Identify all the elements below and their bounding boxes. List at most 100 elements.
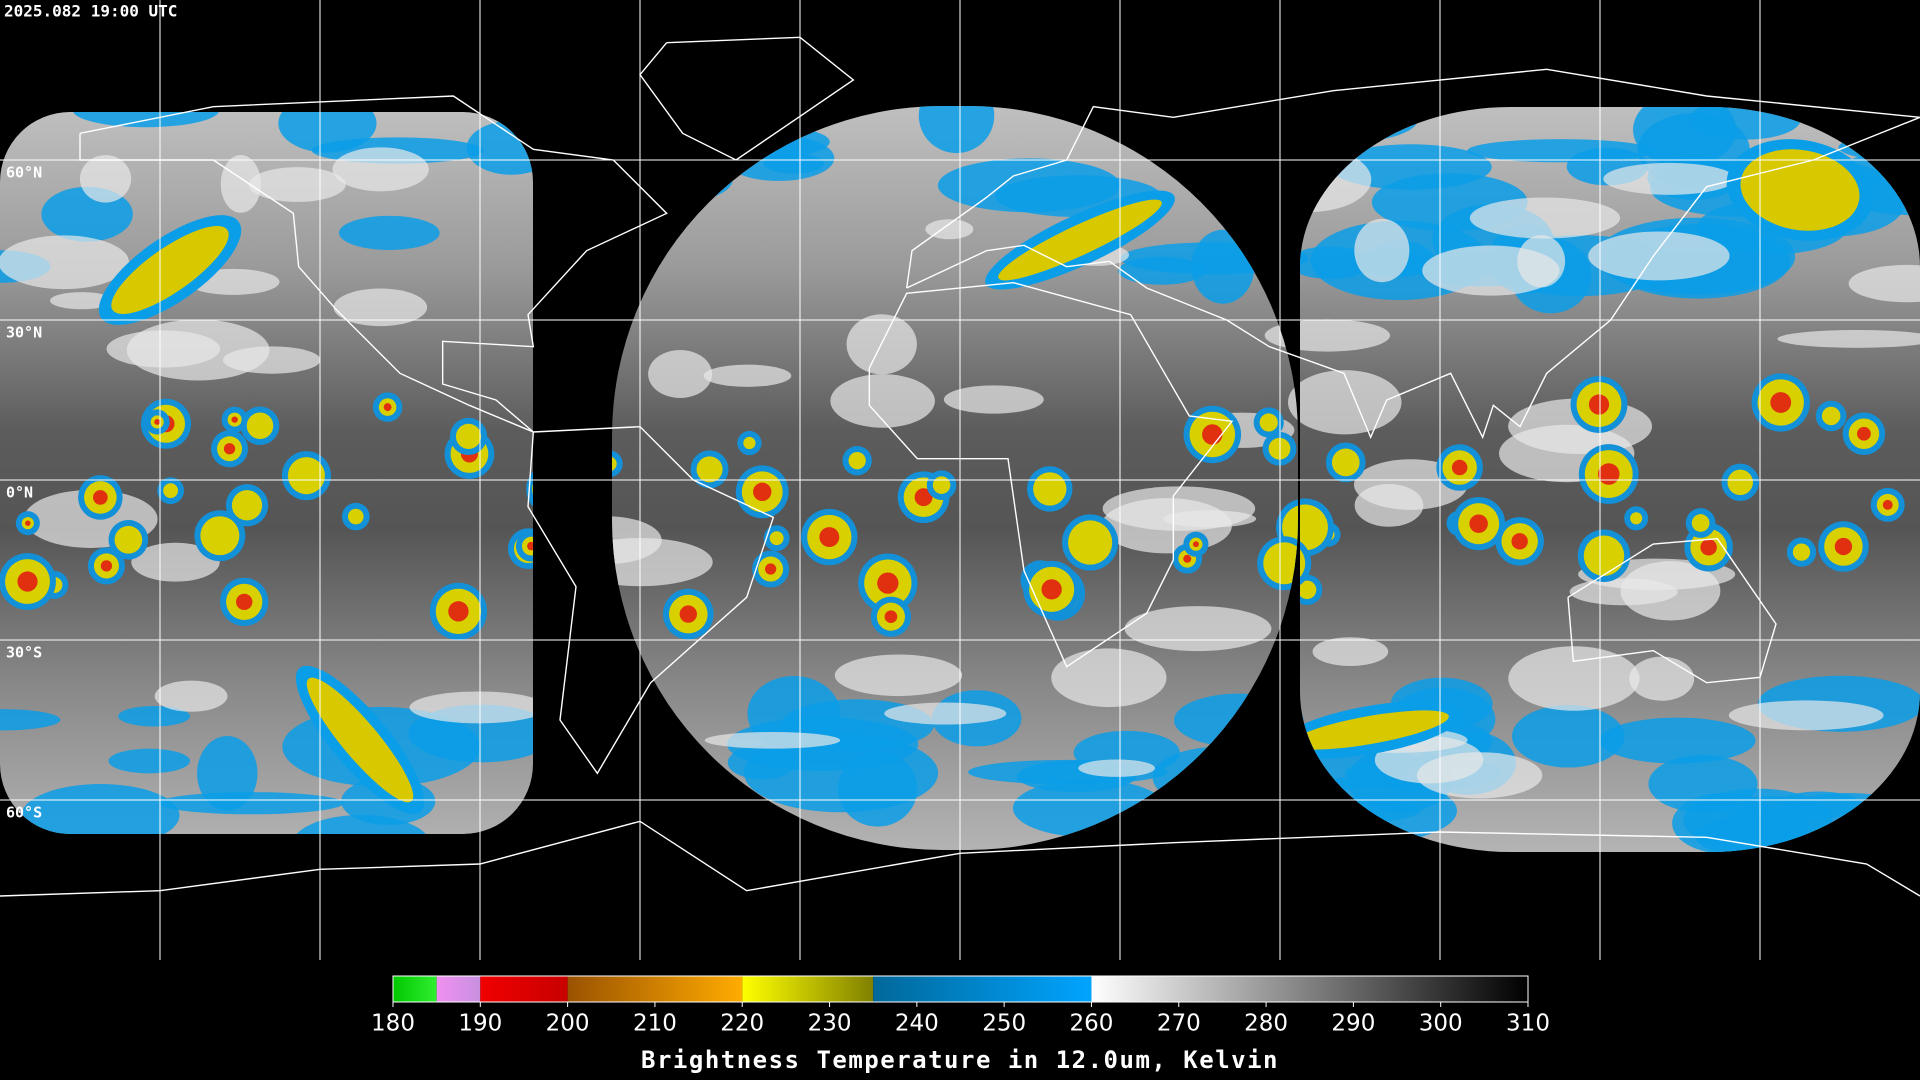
coastline	[905, 68, 1920, 440]
convection-core	[679, 605, 697, 623]
cloud-white	[1163, 510, 1257, 528]
graticule: 60°N 30°N 0°N 30°S 60°S	[0, 0, 1920, 960]
convection-yellow	[1033, 472, 1067, 506]
convection-yellow	[1583, 535, 1625, 576]
convection-yellow	[743, 436, 756, 450]
convection-yellow	[246, 412, 274, 440]
convection-yellow	[114, 525, 143, 554]
latitude-label: 60°S	[6, 804, 42, 822]
cloud-white	[648, 350, 713, 399]
cloud-cold	[1288, 246, 1373, 279]
cloud-cold	[338, 215, 440, 250]
cloud-cold	[937, 158, 1120, 213]
cloud-cold	[1633, 106, 1737, 168]
colorbar-segment	[567, 976, 743, 1002]
colorbar-tick-label: 200	[546, 1011, 590, 1037]
cloud-cold	[744, 733, 939, 813]
cloud-cold	[158, 792, 344, 815]
latitude-label: 30°N	[6, 324, 42, 342]
cloud-white	[1603, 162, 1736, 195]
convection-core	[100, 560, 113, 572]
convection-core	[1469, 514, 1488, 533]
convection-yellow	[848, 451, 866, 470]
colorbar: 180 190 200 210 220 230 240 250 260 270 280 290 300 3…	[371, 975, 1550, 1037]
convection-core	[236, 593, 253, 611]
cloud-white	[409, 691, 548, 724]
convection-core	[877, 572, 899, 594]
cloud-cold	[197, 735, 258, 811]
colorbar-tick-label: 220	[720, 1011, 764, 1037]
cloud-white	[333, 288, 428, 327]
cloud-white	[49, 292, 114, 310]
cloud-cold	[918, 106, 995, 154]
coastline	[0, 820, 1920, 897]
convection-yellow	[1068, 520, 1113, 565]
cloud-white	[1728, 700, 1884, 731]
cloud-white	[79, 155, 132, 203]
cloud-white	[943, 385, 1044, 414]
cloud-white	[106, 330, 221, 368]
colorbar-tick-label: 290	[1331, 1011, 1375, 1037]
colorbar-tick-label: 240	[895, 1011, 939, 1037]
convection-yellow	[347, 508, 364, 525]
convection-core	[1700, 539, 1717, 556]
front-yellow	[306, 677, 414, 803]
cloud-white	[1469, 197, 1621, 239]
cloud-cold	[763, 153, 825, 174]
convection-core	[223, 443, 236, 455]
latitude-label: 60°N	[6, 164, 42, 182]
convection-yellow	[1331, 448, 1360, 477]
colorbar-frame	[392, 975, 1529, 1003]
cloud-cold	[1599, 717, 1756, 764]
colorbar-segment	[480, 976, 568, 1002]
timestamp: 2025.082 19:00 UTC	[4, 2, 177, 21]
convection-yellow	[1630, 512, 1643, 525]
convection-yellow	[1259, 413, 1278, 432]
cloud-white	[1287, 370, 1402, 435]
coastline	[79, 95, 668, 433]
front-yellow	[998, 199, 1162, 281]
cloud-white	[1422, 245, 1560, 296]
cloud-cold	[0, 709, 61, 731]
cloud-white	[834, 654, 963, 697]
convection-core	[17, 571, 38, 592]
colorbar-tick-label: 180	[371, 1011, 415, 1037]
convection-core	[753, 482, 772, 502]
colorbar-segment	[436, 976, 481, 1002]
coastline	[868, 281, 1234, 668]
convection-core	[154, 418, 161, 425]
cloud-white	[1312, 637, 1389, 666]
convection-yellow	[163, 483, 179, 499]
cloud-white	[248, 167, 346, 202]
convection-yellow	[932, 476, 951, 494]
colorbar-segment	[393, 976, 437, 1002]
cloud-white	[131, 542, 220, 582]
cloud-cold	[1467, 139, 1655, 163]
convection-yellow	[287, 457, 325, 495]
convection-core	[1882, 499, 1893, 510]
cloud-cold	[108, 748, 190, 774]
convection-core	[1041, 579, 1062, 600]
cloud-white	[704, 732, 841, 749]
convection-core	[25, 520, 31, 526]
colorbar-tick-label: 250	[982, 1011, 1026, 1037]
cloud-white	[1588, 231, 1730, 281]
cloud-white	[1078, 759, 1156, 777]
cloud-cold	[118, 705, 191, 727]
convection-yellow	[769, 531, 784, 546]
colorbar-segment	[1091, 976, 1528, 1002]
latitude-label: 30°S	[6, 644, 42, 662]
convection-core	[819, 527, 840, 548]
convection-yellow	[1727, 469, 1753, 496]
convection-core	[1202, 424, 1223, 445]
convection-core	[1588, 394, 1610, 415]
colorbar-tick-label: 210	[633, 1011, 677, 1037]
convection-yellow	[1691, 514, 1710, 532]
cloud-cold	[1672, 792, 1780, 852]
front-yellow	[1291, 710, 1449, 750]
colorbar-tick-label: 230	[808, 1011, 852, 1037]
coastline	[527, 425, 775, 775]
convection-yellow	[1821, 406, 1841, 426]
cloud-white	[332, 147, 429, 192]
